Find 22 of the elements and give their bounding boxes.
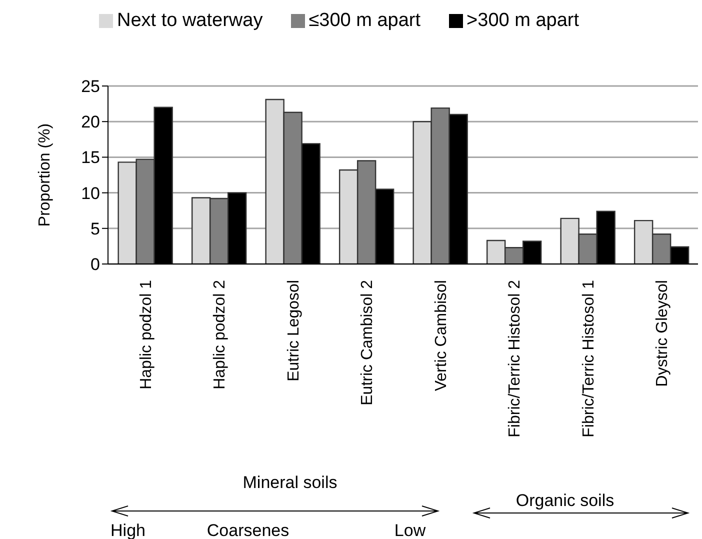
text: Low: [394, 521, 426, 539]
y-tick-label: 5: [90, 219, 100, 238]
x-tick-label: Haplic podzol 1: [138, 280, 155, 390]
y-tick-label: 20: [81, 112, 100, 132]
y-tick-label: 10: [81, 184, 100, 203]
y-tick-label: 0: [90, 255, 100, 274]
x-tick-label: Eutric Cambisol 2: [359, 280, 376, 406]
x-tick-label: Fibric/Terric Histosol 2: [506, 280, 524, 438]
x-tick-label: Dystric Gleysol: [654, 280, 672, 387]
y-axis-title: Proportion (%): [36, 123, 54, 227]
x-tick-label: Eutric Legosol: [285, 280, 302, 382]
text: Mineral soils: [242, 473, 338, 492]
legend-label: Next to waterway: [116, 10, 263, 31]
legend-label: ≤300 m apart: [308, 10, 421, 31]
x-tick-label: Haplic podzol 2: [212, 280, 229, 390]
x-tick-label: Vertic Cambisol: [432, 280, 450, 392]
text: Coarsenes: [206, 521, 290, 539]
legend-label: >300 m apart: [466, 10, 580, 31]
y-tick-label: 15: [81, 148, 100, 168]
text: Organic soils: [516, 491, 614, 510]
y-tick-label: 25: [81, 77, 100, 96]
x-tick-label: Fibric/Terric Histosol 1: [580, 280, 598, 438]
